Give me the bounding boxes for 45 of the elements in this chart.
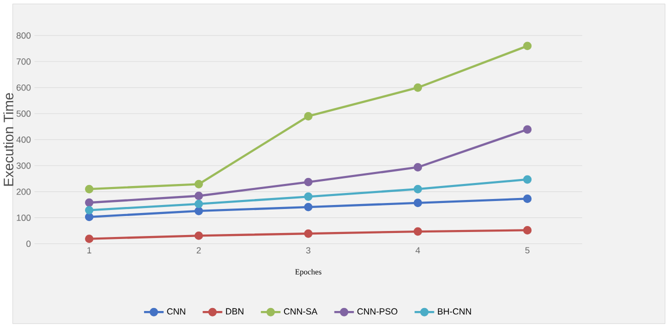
- point: [523, 125, 532, 134]
- point: [523, 226, 532, 235]
- y-tick-label: 600: [16, 84, 31, 91]
- point: [194, 192, 203, 200]
- y-tick-label: 700: [16, 58, 31, 65]
- y-tick-label: 800: [16, 32, 31, 39]
- point: [84, 212, 94, 222]
- point: [194, 200, 203, 208]
- y-tick-label: 300: [16, 162, 31, 169]
- legend-label: DBN: [226, 308, 244, 315]
- point: [84, 234, 94, 244]
- y-tick-label: 200: [16, 188, 31, 196]
- y-tick-label: 100: [16, 214, 31, 222]
- x-tick-label: 1: [87, 247, 92, 254]
- point: [304, 112, 313, 121]
- point: [304, 230, 313, 238]
- point: [194, 180, 203, 189]
- y-tick-label: 500: [16, 110, 31, 117]
- legend-label: CNN-SA: [284, 308, 318, 315]
- x-tick-label: 3: [306, 247, 310, 254]
- point: [414, 185, 422, 194]
- point: [414, 84, 422, 92]
- y-axis-title: Execution Time: [3, 93, 14, 186]
- point: [523, 42, 532, 50]
- x-tick-label: 5: [525, 247, 530, 254]
- point: [84, 198, 94, 208]
- point: [304, 178, 313, 186]
- point: [84, 206, 94, 215]
- y-tick-label: 400: [16, 136, 31, 143]
- point: [194, 206, 203, 216]
- point: [84, 185, 94, 194]
- point: [194, 232, 203, 240]
- legend-label: BH-CNN: [438, 308, 471, 315]
- point: [304, 203, 313, 212]
- point: [414, 198, 422, 208]
- point: [523, 175, 532, 184]
- x-tick-label: 4: [416, 247, 420, 254]
- x-tick-label: 2: [196, 247, 201, 254]
- point: [414, 163, 422, 172]
- point: [304, 192, 313, 202]
- point: [523, 194, 532, 204]
- legend-label: CNN: [167, 308, 186, 315]
- point: [414, 227, 422, 236]
- legend-label: CNN-PSO: [357, 308, 398, 315]
- y-tick-label: 0: [26, 240, 31, 248]
